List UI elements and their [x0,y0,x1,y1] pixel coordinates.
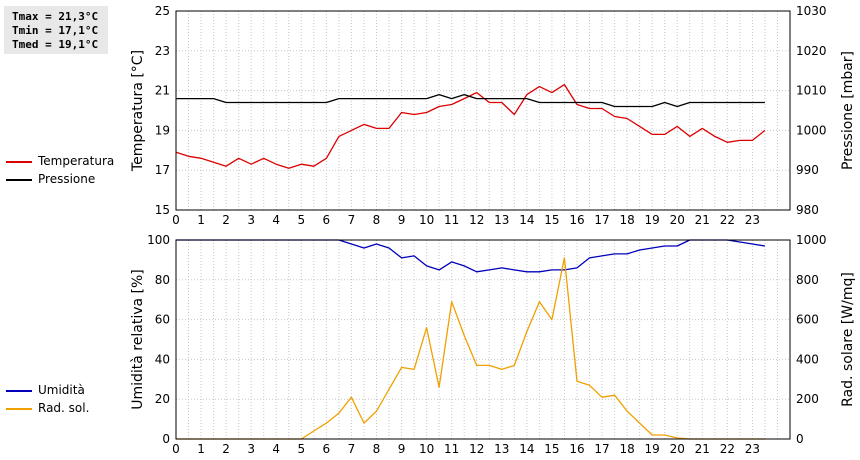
x-tick-label: 16 [569,213,584,227]
chart-panel-1: 0 1 2 3 4 5 6 7 8 9 10 11 12 13 14 15 16 17 18 19 20 21 22 2302… [130,233,856,456]
x-tick-label: 21 [695,442,710,456]
y-right-tick-label: 200 [796,392,819,406]
x-tick-label: 14 [519,442,534,456]
x-tick-label: 12 [469,213,484,227]
y-right-tick-label: 800 [796,273,819,287]
y-right-tick-label: 1000 [796,233,827,247]
y-left-tick-label: 40 [155,352,170,366]
series-line-temperatura [175,83,766,169]
legend-label-rad-sol: Rad. sol. [38,401,90,415]
y-left-tick-label: 19 [155,123,170,137]
legend-label-pressione: Pressione [38,172,96,186]
x-tick-label: 16 [569,442,584,456]
x-tick-label: 10 [419,442,434,456]
x-tick-label: 1 [197,213,205,227]
stats-box: Tmax = 21,3°C Tmin = 17,1°C Tmed = 19,1°… [4,6,108,54]
x-tick-label: 5 [297,213,305,227]
legend-label-umidita: Umidità [38,383,85,397]
x-tick-label: 3 [247,213,255,227]
x-tick-label: 20 [670,442,685,456]
legend-label-temperatura: Temperatura [38,154,115,168]
x-tick-label: 4 [272,442,280,456]
y-right-tick-label: 1020 [796,44,827,58]
y-right-tick-label: 1010 [796,84,827,98]
series-line-pressione [176,93,765,108]
x-tick-label: 8 [373,442,381,456]
y-right-axis-title: Rad. solare [W/mq] [840,272,856,407]
x-tick-label: 14 [519,213,534,227]
x-tick-label: 7 [348,442,356,456]
x-tick-label: 9 [398,213,406,227]
x-tick-label: 9 [398,442,406,456]
x-tick-label: 23 [745,213,760,227]
x-tick-label: 2 [222,213,230,227]
x-tick-label: 11 [444,213,459,227]
x-tick-label: 8 [373,213,381,227]
y-left-tick-label: 17 [155,163,170,177]
series-line-umidita [176,239,766,273]
y-right-tick-label: 0 [796,432,804,446]
x-tick-label: 19 [645,442,660,456]
y-left-tick-label: 23 [155,44,170,58]
x-tick-label: 21 [695,213,710,227]
y-left-tick-label: 25 [155,4,170,18]
x-tick-label: 17 [594,213,609,227]
plot-frame [175,10,791,211]
y-right-tick-label: 600 [796,313,819,327]
y-left-axis-title: Temperatura [°C] [130,50,146,172]
y-right-tick-label: 1000 [796,123,827,137]
x-tick-label: 2 [222,442,230,456]
x-tick-label: 19 [645,213,660,227]
tmin-text: Tmin = 17,1°C [12,24,99,37]
legend-swatch-pressione [6,179,32,181]
y-right-axis-title: Pressione [mbar] [840,51,856,170]
x-tick-label: 22 [720,442,735,456]
x-tick-label: 13 [494,442,509,456]
legend-swatch-rad-sol [6,408,32,410]
y-left-tick-label: 20 [155,392,170,406]
y-left-tick-label: 15 [155,203,170,217]
y-left-tick-label: 0 [162,432,170,446]
x-tick-label: 3 [247,442,255,456]
x-tick-label: 4 [272,213,280,227]
x-tick-label: 18 [619,213,634,227]
plot-frame [175,239,791,440]
chart-panel-0: 0 1 2 3 4 5 6 7 8 9 10 11 12 13 14 15 16 17 18 19 20 21 22 2315… [130,4,856,227]
series-line-rad-sol [176,257,765,440]
x-tick-label: 23 [745,442,760,456]
legend-swatch-umidita [6,390,32,392]
legend-swatch-temperatura [6,161,32,163]
x-tick-label: 18 [619,442,634,456]
x-tick-label: 15 [544,213,559,227]
x-tick-label: 0 [172,442,180,456]
x-tick-label: 7 [348,213,356,227]
x-tick-label: 20 [670,213,685,227]
x-tick-label: 22 [720,213,735,227]
x-tick-label: 0 [172,213,180,227]
y-left-tick-label: 60 [155,313,170,327]
x-tick-label: 15 [544,442,559,456]
y-right-tick-label: 1030 [796,4,827,18]
y-right-tick-label: 400 [796,352,819,366]
tmed-text: Tmed = 19,1°C [12,38,99,51]
x-tick-label: 5 [297,442,305,456]
y-left-axis-title: Umidità relativa [%] [130,269,146,410]
x-tick-label: 17 [594,442,609,456]
y-right-tick-label: 980 [796,203,819,217]
x-tick-label: 12 [469,442,484,456]
x-tick-label: 6 [323,442,331,456]
y-right-tick-label: 990 [796,163,819,177]
x-tick-label: 11 [444,442,459,456]
x-tick-label: 10 [419,213,434,227]
x-tick-label: 6 [323,213,331,227]
y-left-tick-label: 21 [155,84,170,98]
x-tick-label: 13 [494,213,509,227]
y-left-tick-label: 80 [155,273,170,287]
y-left-tick-label: 100 [147,233,170,247]
x-tick-label: 1 [197,442,205,456]
tmax-text: Tmax = 21,3°C [12,10,99,23]
